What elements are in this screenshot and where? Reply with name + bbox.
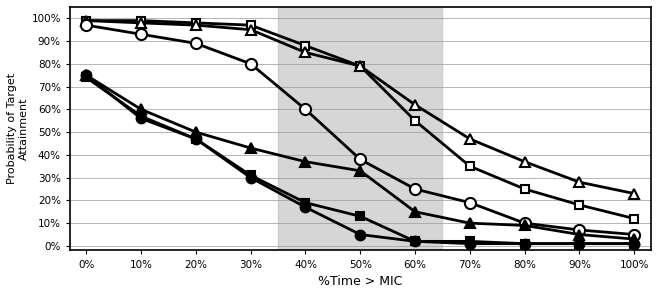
Bar — [278, 7, 442, 250]
Y-axis label: Probability of Target
Attainment: Probability of Target Attainment — [7, 73, 28, 184]
X-axis label: %Time > MIC: %Time > MIC — [318, 275, 403, 288]
